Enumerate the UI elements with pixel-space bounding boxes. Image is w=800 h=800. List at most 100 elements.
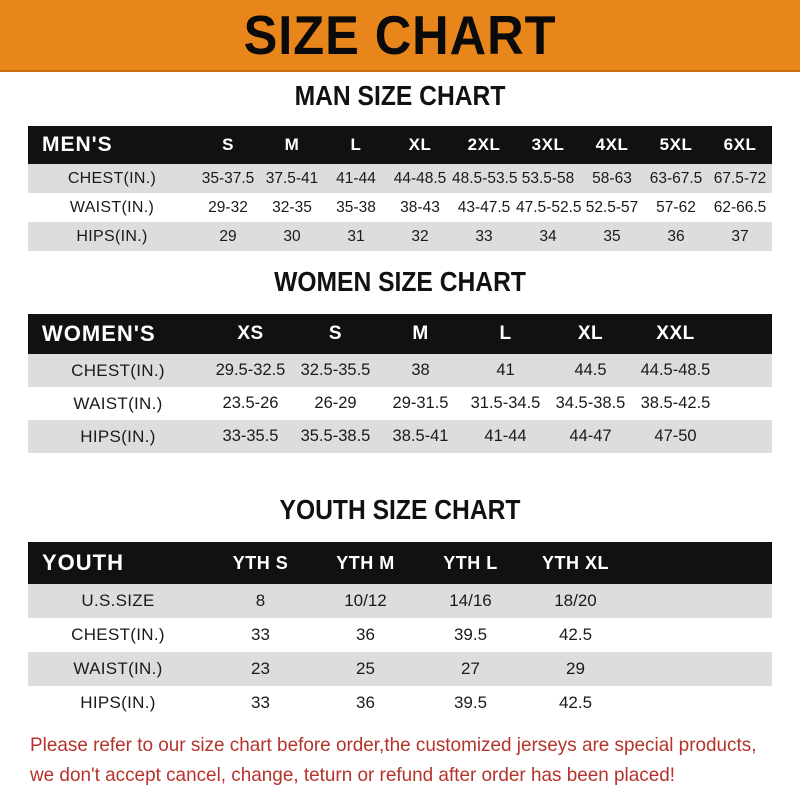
- table-cell: 29-32: [196, 193, 260, 222]
- youth-size-header-4: YTH XL: [523, 542, 628, 584]
- size-chart-banner: SIZE CHART: [0, 0, 800, 72]
- youth-size-table: YOUTH YTH S YTH M YTH L YTH XL U.S.SIZE 8 10/12…: [28, 542, 772, 720]
- table-row: HIPS(IN.) 33 36 39.5 42.5: [28, 686, 772, 720]
- table-cell: 53.5-58: [516, 164, 580, 193]
- table-cell: 39.5: [418, 686, 523, 720]
- table-cell: 29.5-32.5: [208, 354, 293, 387]
- table-cell: 32-35: [260, 193, 324, 222]
- table-cell: 35-37.5: [196, 164, 260, 193]
- table-row: CHEST(IN.) 29.5-32.5 32.5-35.5 38 41 44.5 44.5…: [28, 354, 772, 387]
- table-cell: 58-63: [580, 164, 644, 193]
- table-cell: 48.5-53.5: [452, 164, 518, 193]
- disclaimer-line-1: Please refer to our size chart before or…: [30, 734, 757, 756]
- table-row: HIPS(IN.) 33-35.5 35.5-38.5 38.5-41 41-44 44-…: [28, 420, 772, 453]
- youth-row-pad: [628, 652, 772, 686]
- women-section-title: WOMEN SIZE CHART: [274, 266, 526, 297]
- table-cell: 14/16: [418, 584, 523, 618]
- youth-row-pad: [628, 584, 772, 618]
- table-cell: 52.5-57: [580, 193, 644, 222]
- men-size-header-2: M: [260, 126, 324, 164]
- table-cell: 41-44: [463, 420, 548, 453]
- table-cell: 34.5-38.5: [548, 387, 633, 420]
- women-size-table: WOMEN'S XS S M L XL XXL CHEST(IN.) 29.5-32.5 32.5…: [28, 314, 772, 453]
- men-table-header-row: MEN'S S M L XL 2XL 3XL 4XL 5XL 6XL: [28, 126, 772, 164]
- table-cell: 30: [260, 222, 324, 251]
- table-cell: 32: [388, 222, 452, 251]
- table-cell: 23.5-26: [208, 387, 293, 420]
- table-cell: 34: [516, 222, 580, 251]
- man-size-chart-section: MAN SIZE CHART MEN'S S M L XL 2XL 3XL 4XL 5XL 6XL…: [0, 82, 800, 251]
- table-cell: 35-38: [324, 193, 388, 222]
- women-size-header-6: XXL: [633, 314, 718, 354]
- youth-header-label: YOUTH: [28, 542, 208, 584]
- table-cell: 31: [324, 222, 388, 251]
- youth-size-header-2: YTH M: [313, 542, 418, 584]
- youth-row-label: CHEST(IN.): [28, 618, 208, 652]
- table-cell: 44-47: [548, 420, 633, 453]
- women-size-chart-section: WOMEN SIZE CHART WOMEN'S XS S M L XL XXL CHEST(…: [0, 268, 800, 453]
- women-row-label: WAIST(IN.): [28, 387, 208, 420]
- men-row-label: WAIST(IN.): [28, 193, 196, 222]
- table-cell: 33-35.5: [208, 420, 293, 453]
- table-cell: 39.5: [418, 618, 523, 652]
- women-table-header-row: WOMEN'S XS S M L XL XXL: [28, 314, 772, 354]
- table-cell: 38-43: [388, 193, 452, 222]
- table-cell: 42.5: [523, 686, 628, 720]
- youth-header-pad: [628, 542, 772, 584]
- table-cell: 38.5-42.5: [633, 387, 718, 420]
- table-cell: 8: [208, 584, 313, 618]
- table-cell: 57-62: [644, 193, 708, 222]
- table-cell: 23: [208, 652, 313, 686]
- table-cell: 41-44: [324, 164, 388, 193]
- youth-row-label: U.S.SIZE: [28, 584, 208, 618]
- women-size-header-5: XL: [548, 314, 633, 354]
- men-size-header-3: L: [324, 126, 388, 164]
- women-header-pad: [718, 314, 772, 354]
- table-row: WAIST(IN.) 23.5-26 26-29 29-31.5 31.5-34.5 34…: [28, 387, 772, 420]
- table-cell: 42.5: [523, 618, 628, 652]
- table-row: CHEST(IN.) 35-37.5 37.5-41 41-44 44-48.5 48.5…: [28, 164, 772, 193]
- banner-title: SIZE CHART: [243, 3, 557, 66]
- table-cell: 38.5-41: [378, 420, 463, 453]
- man-section-title: MAN SIZE CHART: [294, 80, 506, 111]
- youth-size-header-1: YTH S: [208, 542, 313, 584]
- table-cell: 29: [196, 222, 260, 251]
- table-cell: 25: [313, 652, 418, 686]
- table-cell: 10/12: [313, 584, 418, 618]
- men-size-header-5: 2XL: [452, 126, 516, 164]
- women-row-label: CHEST(IN.): [28, 354, 208, 387]
- women-row-pad: [718, 387, 772, 420]
- table-cell: 37.5-41: [260, 164, 324, 193]
- youth-section-title: YOUTH SIZE CHART: [279, 494, 521, 525]
- table-cell: 29: [523, 652, 628, 686]
- youth-size-chart-section: YOUTH SIZE CHART YOUTH YTH S YTH M YTH L YTH…: [0, 496, 800, 720]
- table-cell: 36: [313, 618, 418, 652]
- youth-size-header-3: YTH L: [418, 542, 523, 584]
- men-size-header-8: 5XL: [644, 126, 708, 164]
- men-size-header-7: 4XL: [580, 126, 644, 164]
- table-cell: 47-50: [633, 420, 718, 453]
- table-cell: 29-31.5: [378, 387, 463, 420]
- table-cell: 47.5-52.5: [516, 193, 582, 222]
- women-row-label: HIPS(IN.): [28, 420, 208, 453]
- men-size-header-6: 3XL: [516, 126, 580, 164]
- table-row: WAIST(IN.) 29-32 32-35 35-38 38-43 43-47.5 47.…: [28, 193, 772, 222]
- table-cell: 33: [452, 222, 516, 251]
- table-cell: 35.5-38.5: [293, 420, 378, 453]
- men-header-label: MEN'S: [28, 126, 196, 164]
- table-cell: 36: [644, 222, 708, 251]
- table-row: U.S.SIZE 8 10/12 14/16 18/20: [28, 584, 772, 618]
- table-row: WAIST(IN.) 23 25 27 29: [28, 652, 772, 686]
- table-cell: 31.5-34.5: [463, 387, 548, 420]
- women-size-header-4: L: [463, 314, 548, 354]
- table-row: HIPS(IN.) 29 30 31 32 33 34 35 36 37: [28, 222, 772, 251]
- men-row-label: HIPS(IN.): [28, 222, 196, 251]
- table-cell: 18/20: [523, 584, 628, 618]
- table-cell: 63-67.5: [644, 164, 708, 193]
- women-size-header-3: M: [378, 314, 463, 354]
- youth-table-header-row: YOUTH YTH S YTH M YTH L YTH XL: [28, 542, 772, 584]
- women-size-header-2: S: [293, 314, 378, 354]
- table-cell: 38: [378, 354, 463, 387]
- men-size-header-4: XL: [388, 126, 452, 164]
- table-cell: 36: [313, 686, 418, 720]
